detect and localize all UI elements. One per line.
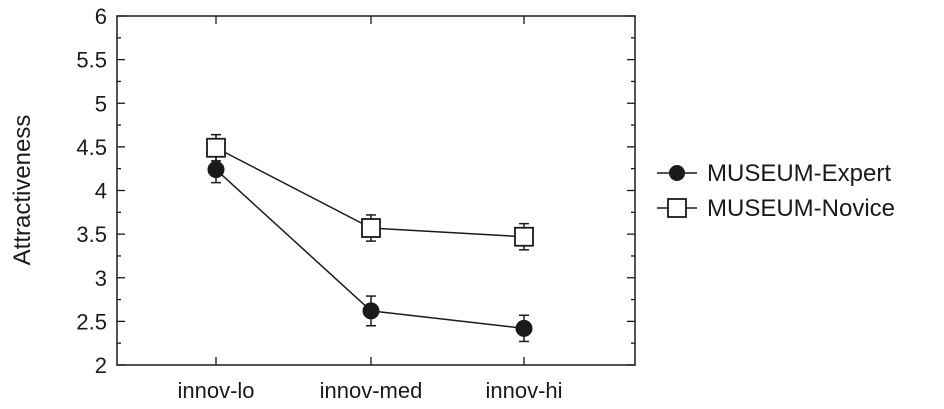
x-tick-label: innov-med — [320, 378, 423, 403]
y-tick-labels: 2 2.5 3 3.5 4 4.5 5 5.5 6 — [76, 4, 107, 378]
y-tick-label: 3 — [95, 266, 107, 291]
data-point — [207, 161, 225, 179]
legend-marker — [667, 198, 687, 218]
data-point — [515, 319, 533, 337]
y-tick-label: 4 — [95, 179, 107, 204]
data-point — [361, 218, 381, 238]
series-museum-expert — [207, 155, 533, 343]
axis-ticks — [117, 15, 635, 366]
data-point — [362, 302, 380, 320]
x-tick-label: innov-hi — [485, 378, 562, 403]
y-tick-label: 4.5 — [76, 135, 107, 160]
x-tick-labels: innov-lo innov-med innov-hi — [177, 378, 562, 403]
legend-label: MUSEUM-Novice — [707, 195, 895, 222]
y-tick-label: 3.5 — [76, 222, 107, 247]
data-point — [514, 226, 534, 247]
series-museum-novice — [206, 133, 534, 251]
y-tick-label: 5 — [95, 91, 107, 116]
legend-marker — [669, 165, 685, 181]
y-tick-label: 6 — [95, 4, 107, 29]
y-tick-label: 5.5 — [76, 48, 107, 73]
legend-item: MUSEUM-Expert — [657, 160, 891, 187]
y-tick-label: 2.5 — [76, 309, 107, 334]
data-point — [206, 137, 226, 158]
legend: MUSEUM-Expert MUSEUM-Novice — [657, 160, 895, 222]
legend-label: MUSEUM-Expert — [707, 160, 891, 187]
y-axis-title: Attractiveness — [9, 115, 36, 266]
x-tick-label: innov-lo — [177, 378, 254, 403]
y-tick-label: 2 — [95, 353, 107, 378]
legend-item: MUSEUM-Novice — [657, 195, 895, 222]
series-layer — [206, 133, 534, 343]
